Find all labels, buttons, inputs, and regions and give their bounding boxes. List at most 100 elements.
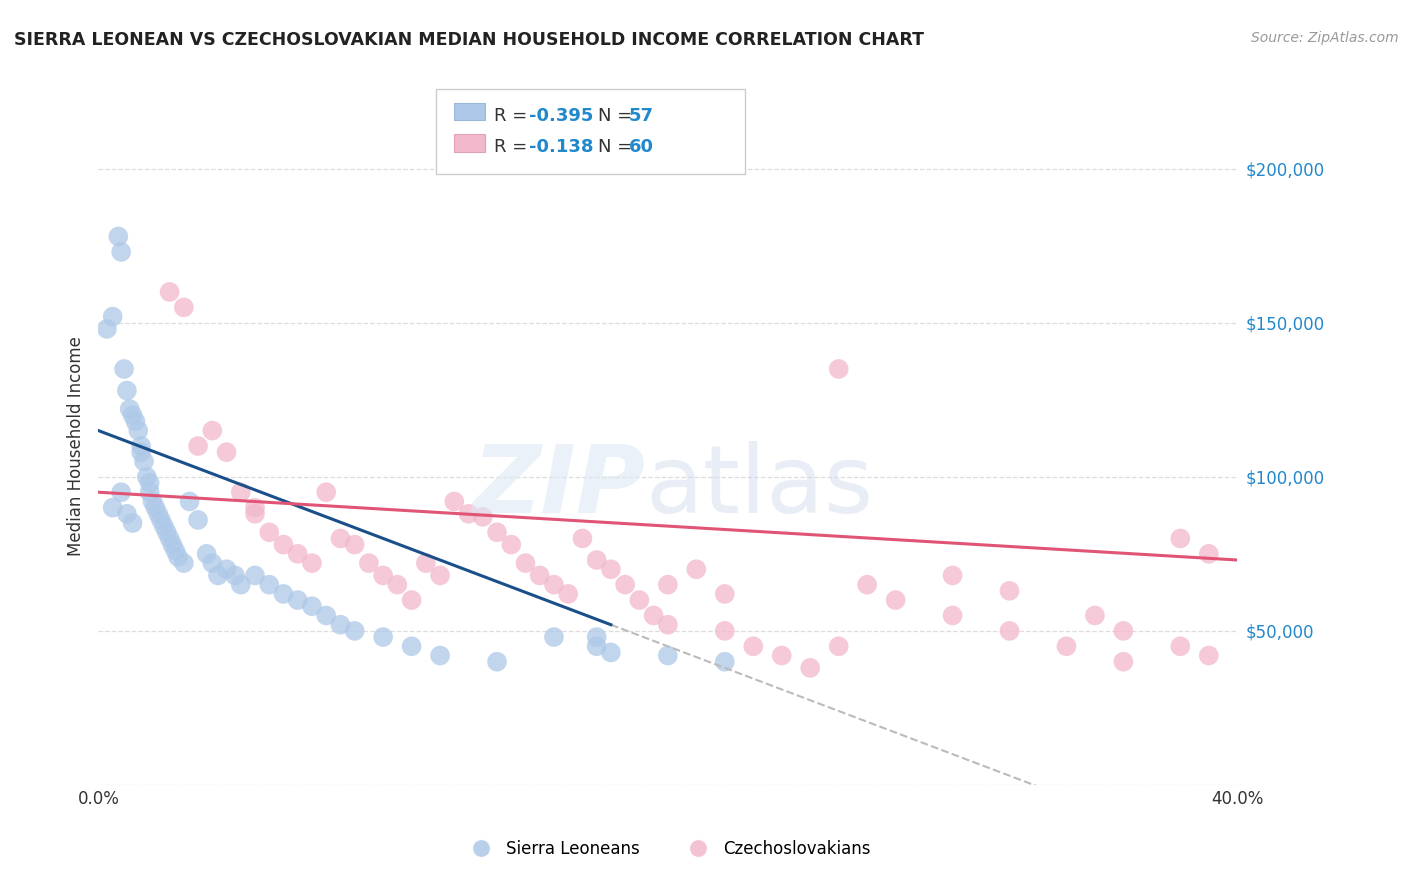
Point — [148, 507, 170, 521]
Point — [657, 617, 679, 632]
Point — [343, 538, 366, 552]
Point — [259, 577, 281, 591]
Point — [828, 640, 851, 654]
Point — [329, 617, 352, 632]
Point — [543, 577, 565, 591]
Point — [828, 362, 851, 376]
Text: R =: R = — [494, 107, 533, 125]
Point — [714, 624, 737, 638]
Point — [742, 640, 765, 654]
Point — [585, 640, 607, 654]
Point — [315, 485, 337, 500]
Point — [401, 640, 423, 654]
Point — [129, 439, 152, 453]
Point — [159, 532, 181, 546]
Point — [1198, 648, 1220, 663]
Point — [1112, 624, 1135, 638]
Point — [195, 547, 218, 561]
Point — [942, 568, 965, 582]
Point — [138, 475, 160, 490]
Point — [201, 424, 224, 438]
Text: SIERRA LEONEAN VS CZECHOSLOVAKIAN MEDIAN HOUSEHOLD INCOME CORRELATION CHART: SIERRA LEONEAN VS CZECHOSLOVAKIAN MEDIAN… — [14, 31, 924, 49]
Point — [657, 577, 679, 591]
Text: 57: 57 — [628, 107, 654, 125]
Point — [273, 538, 295, 552]
Text: N =: N = — [598, 138, 637, 156]
Y-axis label: Median Household Income: Median Household Income — [67, 336, 86, 556]
Point — [529, 568, 551, 582]
Point — [201, 556, 224, 570]
Point — [856, 577, 879, 591]
Point — [373, 630, 395, 644]
Text: N =: N = — [598, 107, 637, 125]
Text: atlas: atlas — [645, 441, 873, 533]
Point — [998, 624, 1021, 638]
Point — [165, 543, 187, 558]
Point — [1112, 655, 1135, 669]
Point — [96, 322, 118, 336]
Point — [187, 513, 209, 527]
Point — [600, 645, 623, 659]
Point — [118, 402, 141, 417]
Point — [101, 310, 124, 324]
Point — [287, 547, 309, 561]
Point — [1198, 547, 1220, 561]
Point — [501, 538, 523, 552]
Point — [229, 485, 252, 500]
Point — [145, 500, 167, 515]
Text: -0.395: -0.395 — [529, 107, 593, 125]
Point — [229, 577, 252, 591]
Point — [156, 525, 179, 540]
Point — [1056, 640, 1078, 654]
Point — [443, 494, 465, 508]
Point — [112, 362, 135, 376]
Point — [301, 599, 323, 614]
Point — [942, 608, 965, 623]
Point — [770, 648, 793, 663]
Point — [167, 549, 190, 564]
Point — [127, 424, 149, 438]
Point — [457, 507, 479, 521]
Point — [173, 556, 195, 570]
Point — [124, 414, 146, 428]
Point — [614, 577, 637, 591]
Point — [429, 648, 451, 663]
Point — [138, 485, 160, 500]
Point — [121, 408, 143, 422]
Point — [884, 593, 907, 607]
Point — [571, 532, 593, 546]
Point — [224, 568, 246, 582]
Point — [110, 485, 132, 500]
Text: R =: R = — [494, 138, 533, 156]
Point — [259, 525, 281, 540]
Point — [799, 661, 821, 675]
Point — [628, 593, 651, 607]
Point — [1170, 532, 1192, 546]
Point — [415, 556, 437, 570]
Point — [600, 562, 623, 576]
Point — [301, 556, 323, 570]
Point — [273, 587, 295, 601]
Point — [243, 568, 266, 582]
Text: 60: 60 — [628, 138, 654, 156]
Point — [129, 445, 152, 459]
Point — [243, 507, 266, 521]
Point — [343, 624, 366, 638]
Point — [315, 608, 337, 623]
Point — [1084, 608, 1107, 623]
Point — [657, 648, 679, 663]
Point — [401, 593, 423, 607]
Text: -0.138: -0.138 — [529, 138, 593, 156]
Legend: Sierra Leoneans, Czechoslovakians: Sierra Leoneans, Czechoslovakians — [458, 833, 877, 864]
Point — [471, 509, 494, 524]
Point — [373, 568, 395, 582]
Point — [357, 556, 380, 570]
Point — [557, 587, 579, 601]
Point — [643, 608, 665, 623]
Point — [159, 285, 181, 299]
Point — [132, 454, 155, 468]
Point — [179, 494, 201, 508]
Text: ZIP: ZIP — [472, 441, 645, 533]
Point — [515, 556, 537, 570]
Point — [1170, 640, 1192, 654]
